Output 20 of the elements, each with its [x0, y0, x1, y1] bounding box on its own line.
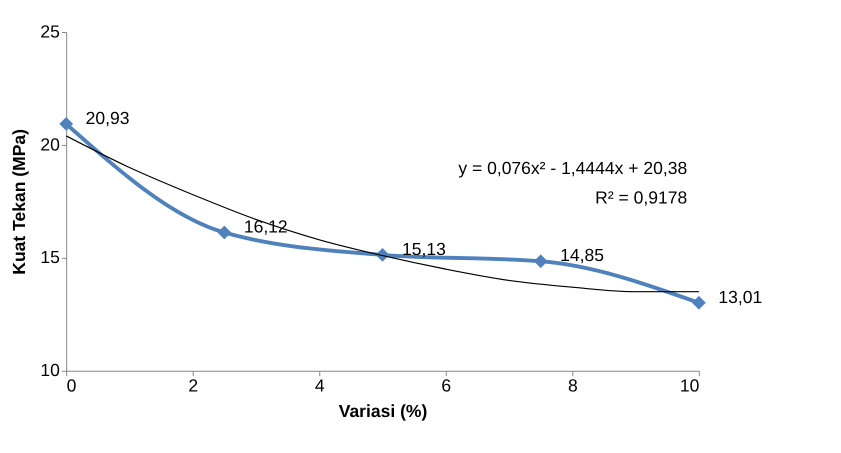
data-label: 20,93	[86, 108, 130, 128]
y-tick-label: 25	[40, 21, 60, 42]
data-label: 16,12	[244, 216, 288, 237]
line-series	[66, 135, 700, 292]
annotation: y = 0,076x² - 1,4444x + 20,38	[458, 158, 688, 178]
x-tick-label: 4	[314, 376, 325, 396]
x-tick-label: 2	[188, 376, 198, 396]
annotation: R² = 0,9178	[595, 187, 688, 208]
y-axis-title: Kuat Tekan (MPa)	[8, 129, 29, 275]
y-tick-label: 15	[40, 247, 60, 268]
data-label: 14,85	[560, 245, 604, 266]
data-label: 13,01	[718, 286, 762, 307]
data-label: 15,13	[402, 238, 446, 259]
x-tick-label: 10	[680, 376, 700, 396]
y-tick-label: 20	[40, 134, 60, 154]
x-axis-title: Variasi (%)	[338, 400, 428, 421]
x-tick-label: 0	[66, 376, 77, 396]
x-tick-label: 6	[441, 376, 452, 396]
x-tick-label: 8	[568, 376, 578, 396]
y-tick-label: 10	[40, 360, 60, 380]
